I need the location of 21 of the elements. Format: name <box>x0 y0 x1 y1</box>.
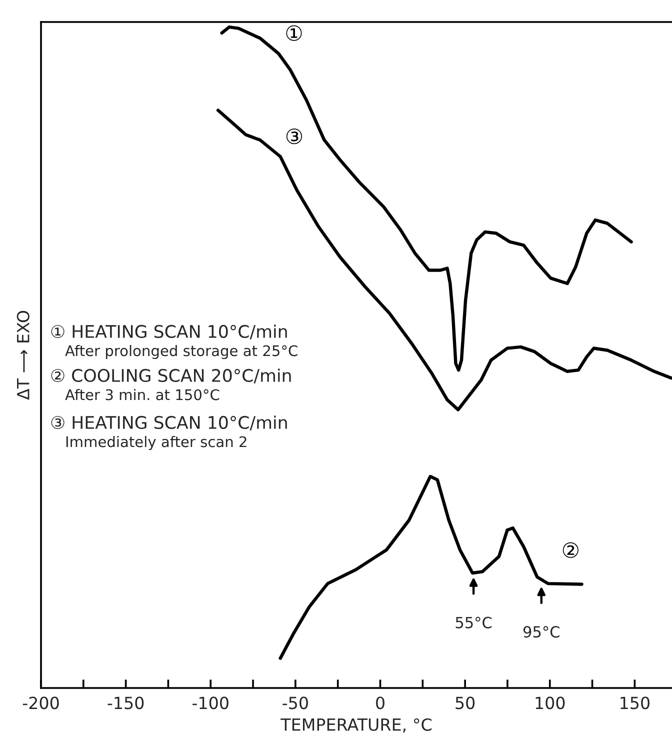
annotation: 55°C <box>456 616 492 628</box>
annotation: ② COOLING SCAN 20°C/min <box>51 368 291 384</box>
series-label: ① <box>286 25 302 41</box>
annotation: 95°C <box>523 626 560 638</box>
x-tick-label: 0 <box>376 696 384 710</box>
annotation: ③ HEATING SCAN 10°C/min <box>51 416 287 430</box>
x-tick-label: -200 <box>22 696 59 710</box>
x-tick-label: -150 <box>108 696 144 710</box>
x-tick-label: -100 <box>192 696 228 710</box>
annotation: After prolonged storage at 25°C <box>65 344 298 360</box>
x-axis-title: TEMPERATURE, °C <box>280 718 432 733</box>
series-label: ③ <box>286 128 302 144</box>
y-axis-title: ΔT ⟶ EXO <box>16 310 30 400</box>
x-tick-label: -50 <box>282 696 308 710</box>
annotation: ① HEATING SCAN 10°C/min <box>51 324 287 340</box>
annotation: Immediately after scan 2 <box>66 436 246 450</box>
x-tick-label: 150 <box>620 696 650 710</box>
series-label: ② <box>562 542 578 558</box>
annotation: After 3 min. at 150°C <box>65 388 220 400</box>
x-tick-label: 50 <box>456 696 475 710</box>
x-tick-label: 100 <box>536 696 565 710</box>
